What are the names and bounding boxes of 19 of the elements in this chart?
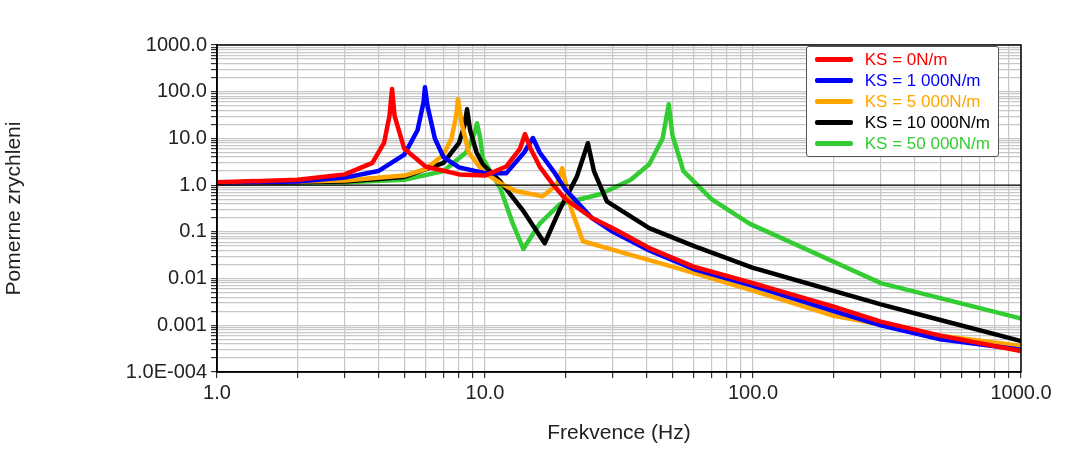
y-tick-label: 1000.0	[145, 32, 207, 55]
x-tick-label: 1.0	[203, 380, 231, 403]
legend-label: KS = 50 000N/m	[864, 133, 990, 154]
y-tick-label: 1.0E-004	[125, 359, 207, 382]
y-tick-label: 100.0	[156, 79, 207, 102]
legend-label: KS = 0N/m	[864, 49, 948, 70]
x-tick-label: 100.0	[727, 380, 779, 403]
x-tick-label: 1000.0	[990, 380, 1052, 403]
y-tick-label: 0.01	[168, 266, 207, 289]
y-axis-title: Pomerne zrychleni	[1, 121, 25, 296]
legend-label: KS = 10 000N/m	[864, 112, 990, 133]
y-tick-label: 0.1	[179, 219, 207, 242]
y-tick-label: 10.0	[168, 125, 207, 148]
x-axis-title: Frekvence (Hz)	[547, 420, 691, 444]
y-tick-label: 0.001	[156, 312, 207, 335]
x-tick-label: 10.0	[465, 380, 505, 403]
legend-label: KS = 1 000N/m	[864, 70, 981, 91]
legend-label: KS = 5 000N/m	[864, 91, 981, 112]
y-tick-label: 1.0	[179, 172, 207, 195]
